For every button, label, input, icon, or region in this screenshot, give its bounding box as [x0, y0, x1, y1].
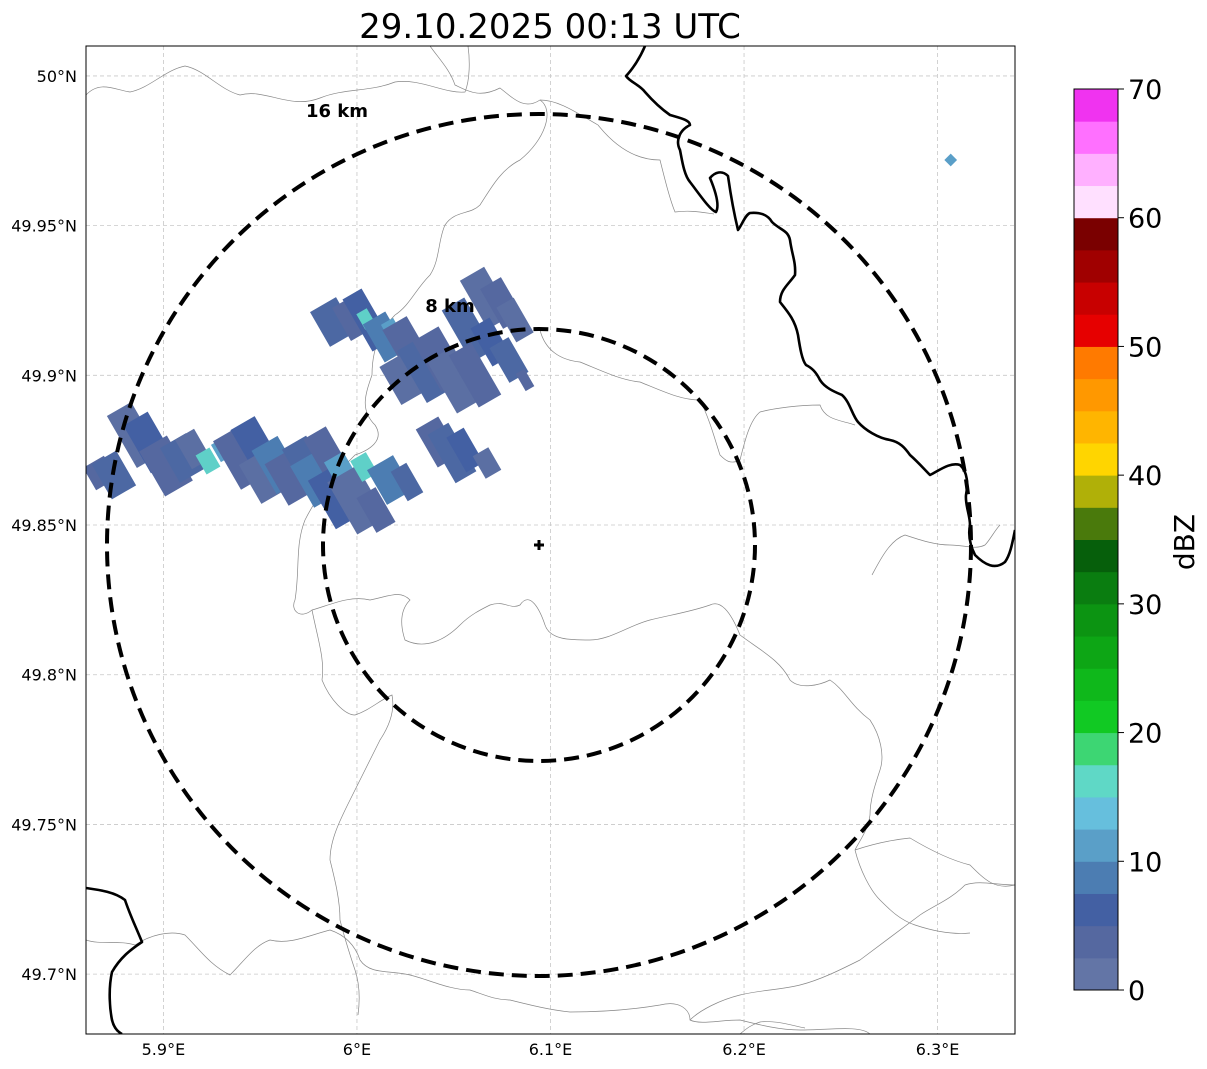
colorbar-bin [1074, 249, 1118, 283]
colorbar-frame [1073, 88, 1119, 991]
colorbar-bin [1074, 442, 1118, 476]
echo-isolated [944, 153, 958, 167]
colorbar-tick-label: 0 [1128, 976, 1145, 1007]
colorbar-bin [1074, 764, 1118, 798]
lat-tick-label: 49.75°N [11, 815, 77, 834]
colorbar-bin [1074, 539, 1118, 573]
gridlines [86, 46, 1015, 1034]
colorbar-bin [1074, 89, 1118, 122]
colorbar-bin [1074, 217, 1118, 251]
longitude-tick-labels: 5.9°E 6°E 6.1°E 6.2°E 6.3°E [142, 1040, 960, 1059]
colorbar: 0 10 20 30 40 50 60 70 dBZ [1073, 75, 1201, 1007]
lat-tick-label: 49.7°N [21, 965, 77, 984]
lat-tick-label: 49.95°N [11, 217, 77, 236]
colorbar-bin [1074, 796, 1118, 830]
colorbar-bin [1074, 700, 1118, 734]
radar-site-marker [534, 540, 544, 550]
lon-tick-label: 6.3°E [916, 1040, 960, 1059]
colorbar-bin [1074, 121, 1118, 154]
range-ring-label-16km: 16 km [306, 101, 368, 122]
colorbar-bin [1074, 282, 1118, 315]
lat-tick-label: 49.8°N [21, 666, 77, 685]
range-ring-label-8km: 8 km [425, 296, 475, 317]
lon-tick-label: 6.1°E [529, 1040, 573, 1059]
colorbar-bins [1074, 89, 1118, 991]
colorbar-bin [1074, 925, 1118, 959]
colorbar-bin [1074, 153, 1118, 187]
colorbar-tick-label: 60 [1128, 204, 1162, 235]
echo-cluster-north [310, 266, 535, 484]
lon-tick-label: 6.2°E [722, 1040, 766, 1059]
colorbar-bin [1074, 507, 1118, 540]
map-title: 29.10.2025 00:13 UTC [359, 7, 741, 47]
colorbar-bin [1074, 893, 1118, 927]
range-ring-16km [105, 112, 973, 978]
echo-cluster-west [86, 402, 424, 535]
lat-tick-label: 49.9°N [21, 366, 77, 385]
colorbar-bin [1074, 636, 1118, 669]
colorbar-bin [1074, 185, 1118, 219]
colorbar-tick-label: 20 [1128, 719, 1162, 750]
admin-borders [86, 46, 1015, 1034]
colorbar-bin [1074, 603, 1118, 637]
colorbar-bin [1074, 571, 1118, 605]
colorbar-bin [1074, 346, 1118, 380]
map-frame [85, 45, 1016, 1035]
radar-echoes [86, 153, 958, 535]
colorbar-ticks: 0 10 20 30 40 50 60 70 [1118, 75, 1162, 1007]
colorbar-bin [1074, 314, 1118, 347]
colorbar-bin [1074, 475, 1118, 508]
range-rings [105, 112, 973, 978]
colorbar-tick-label: 10 [1128, 847, 1162, 878]
lat-tick-label: 50°N [37, 67, 77, 86]
lon-tick-label: 6°E [343, 1040, 371, 1059]
colorbar-bin [1074, 957, 1118, 991]
lat-tick-label: 49.85°N [11, 516, 77, 535]
colorbar-bin [1074, 732, 1118, 766]
colorbar-tick-label: 40 [1128, 461, 1162, 492]
colorbar-bin [1074, 668, 1118, 701]
range-ring-8km [321, 327, 757, 763]
latitude-tick-labels: 49.7°N 49.75°N 49.8°N 49.85°N 49.9°N 49.95°N 5… [11, 67, 77, 984]
colorbar-bin [1074, 861, 1118, 894]
colorbar-tick-label: 50 [1128, 332, 1162, 363]
national-border [86, 46, 1015, 1034]
colorbar-label: dBZ [1168, 514, 1201, 570]
colorbar-bin [1074, 829, 1118, 862]
map-panel: 8 km 16 km [85, 45, 1016, 1035]
colorbar-bin [1074, 378, 1118, 412]
colorbar-tick-label: 70 [1128, 75, 1162, 106]
colorbar-bin [1074, 410, 1118, 444]
colorbar-tick-label: 30 [1128, 590, 1162, 621]
lon-tick-label: 5.9°E [142, 1040, 186, 1059]
